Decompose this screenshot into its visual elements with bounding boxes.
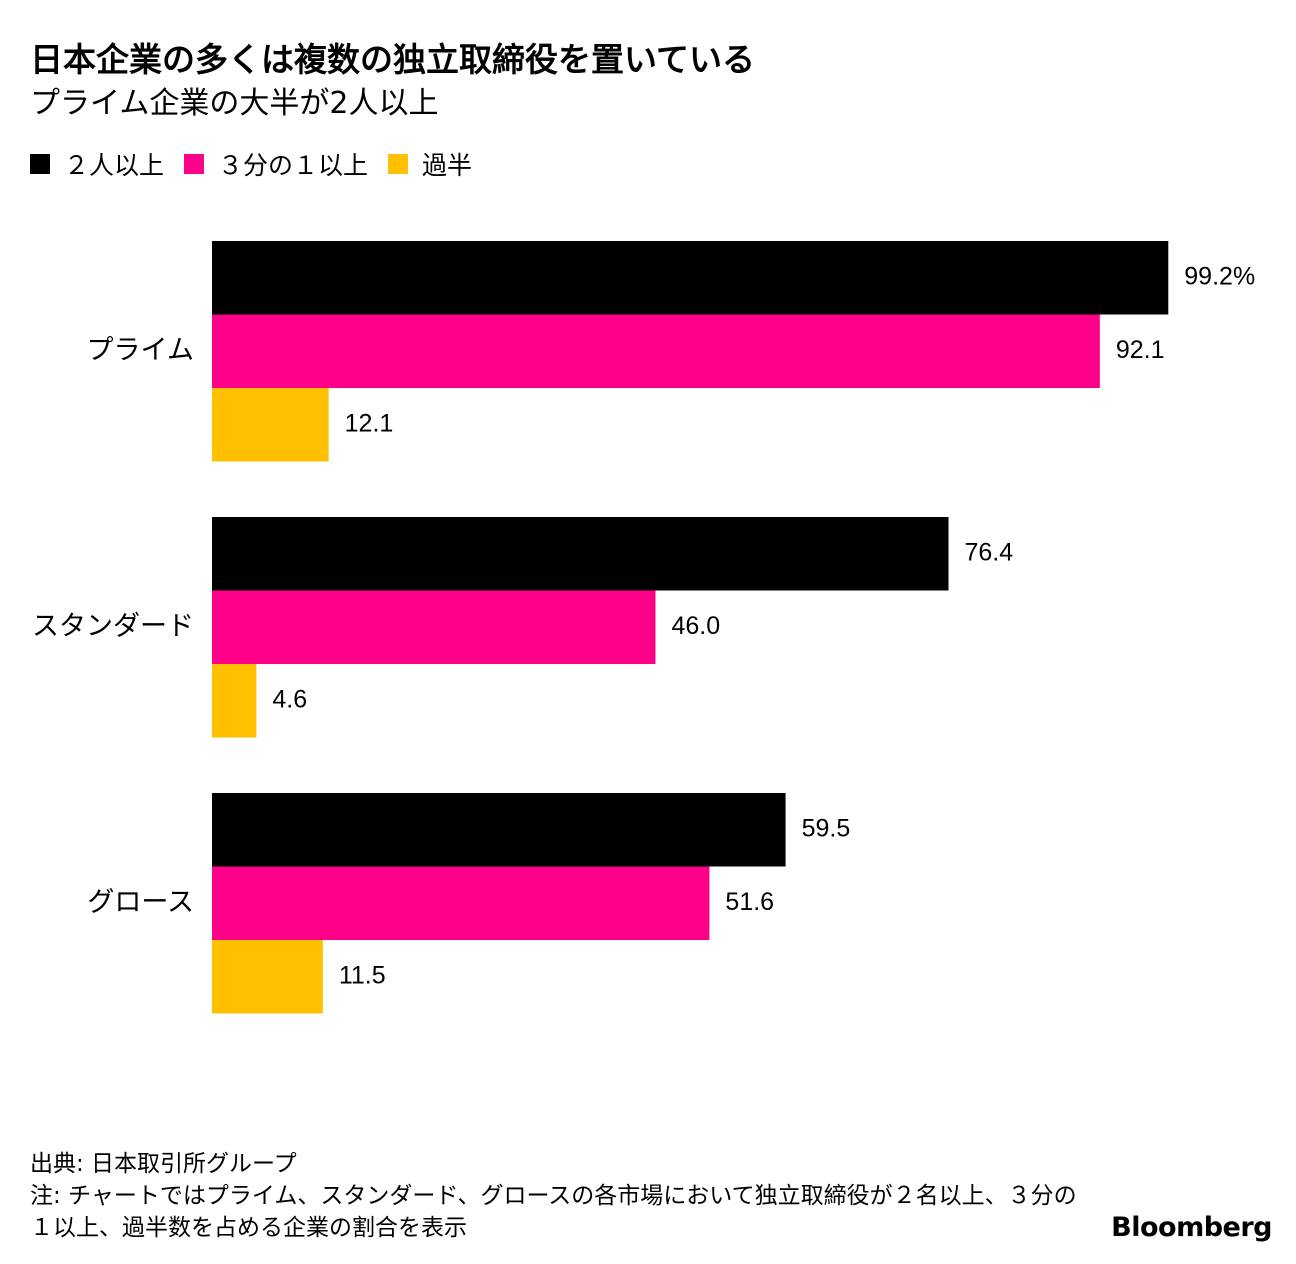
source-note: 出典: 日本取引所グループ <box>30 1151 297 1177</box>
data-label: 12.1 <box>345 409 394 437</box>
bar <box>212 314 1100 388</box>
legend: ２人以上 ３分の１以上 過半 <box>30 146 492 182</box>
data-label: 51.6 <box>725 888 774 916</box>
bar <box>212 590 656 664</box>
category-label: グロース <box>87 887 194 918</box>
legend-swatch-yellow <box>388 154 409 174</box>
bar <box>212 664 257 738</box>
data-label: 59.5 <box>802 814 851 842</box>
legend-label: ３分の１以上 <box>218 151 369 180</box>
chart-title: 日本企業の多くは複数の独立取締役を置いている <box>30 40 756 79</box>
bar-chart: プライム 99.2% 92.1 12.1 スタンダード 76.4 46.0 4.6 グロース 59… <box>32 241 1255 1014</box>
legend-swatch-pink <box>184 154 205 174</box>
legend-item-two-or-more: ２人以上 <box>30 146 164 182</box>
bloomberg-logo: Bloomberg <box>1111 1212 1272 1243</box>
legend-label: 過半 <box>422 151 473 180</box>
legend-item-one-third-or-more: ３分の１以上 <box>184 146 368 182</box>
footnote: 注: チャートではプライム、スタンダード、グロースの各市場において独立取締役が２… <box>30 1183 1077 1241</box>
data-label: 92.1 <box>1116 336 1165 364</box>
bar <box>212 388 329 462</box>
data-label: 46.0 <box>671 612 720 640</box>
data-label: 76.4 <box>964 538 1013 566</box>
data-label: 4.6 <box>272 685 307 713</box>
bar <box>212 866 710 940</box>
bar <box>212 793 786 867</box>
legend-label: ２人以上 <box>64 151 165 180</box>
bar <box>212 517 949 591</box>
bar <box>212 940 323 1014</box>
data-label: 99.2% <box>1184 262 1255 290</box>
legend-item-majority: 過半 <box>388 146 472 182</box>
bar <box>212 241 1169 315</box>
category-label: プライム <box>87 335 194 366</box>
chart-subtitle: プライム企業の大半が2人以上 <box>30 86 439 121</box>
data-label: 11.5 <box>339 961 386 989</box>
category-label: スタンダード <box>32 611 194 642</box>
legend-swatch-black <box>30 154 50 174</box>
